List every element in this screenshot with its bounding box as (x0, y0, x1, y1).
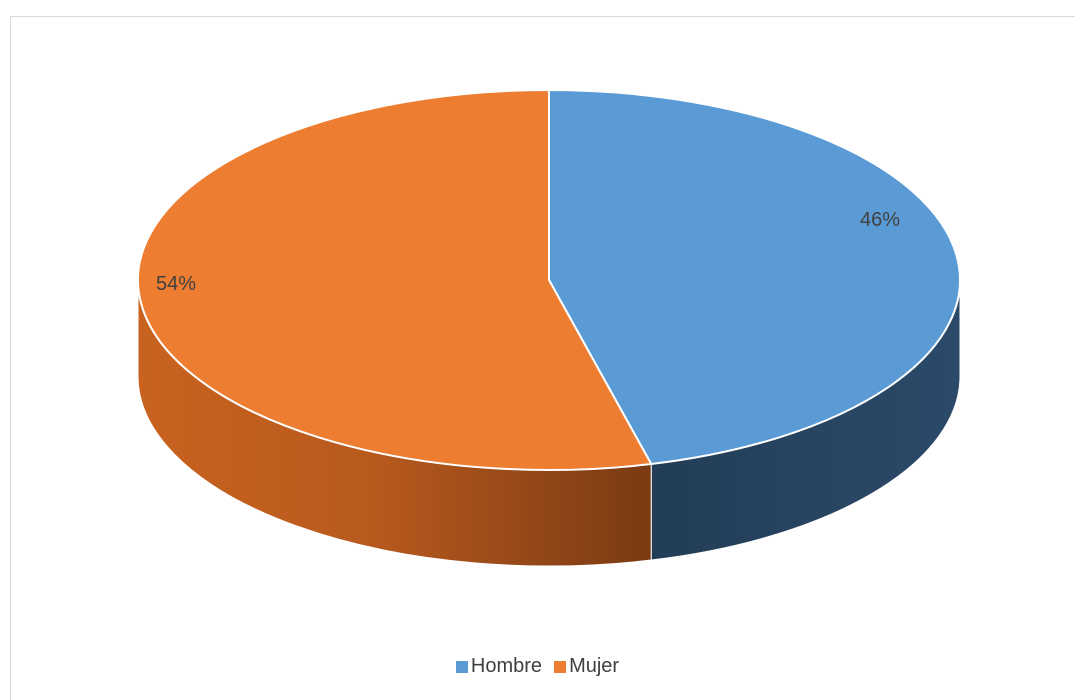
legend-item-hombre: Hombre (455, 655, 543, 678)
pie-slice-hombre (548, 89, 961, 466)
data-label-mujer: 54% (156, 273, 196, 295)
legend-swatch-hombre (455, 660, 468, 673)
chart-border-top (10, 16, 1075, 17)
legend-label-hombre: Hombre (470, 655, 543, 677)
legend-item-mujer: Mujer (554, 655, 619, 678)
data-label-hombre: 46% (860, 209, 900, 231)
legend-label-mujer: Mujer (569, 655, 620, 677)
chart-legend: Hombre Mujer (0, 655, 1075, 678)
pie-chart: 46% 54% (137, 89, 961, 567)
legend-swatch-mujer (554, 660, 567, 673)
pie-slice-mujer (137, 89, 653, 471)
chart-border-left (10, 16, 11, 700)
